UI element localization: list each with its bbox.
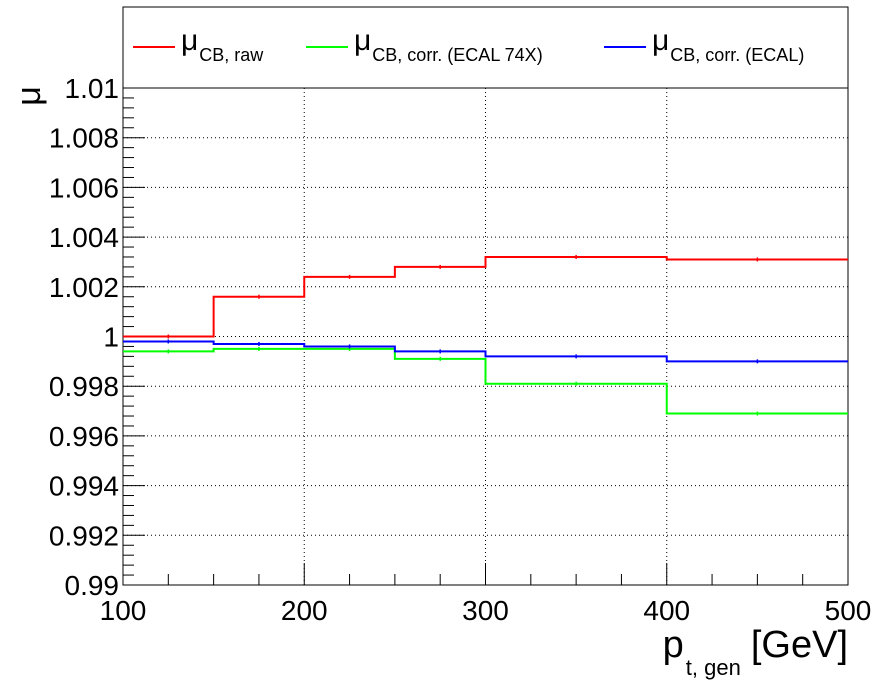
legend: μCB, raw μCB, corr. (ECAL 74X) μCB, corr. … <box>122 6 849 89</box>
y-tick-label: 1.004 <box>49 222 119 253</box>
series-line <box>123 340 848 363</box>
y-tick-label: 1.006 <box>49 172 119 203</box>
y-axis-label: μ <box>10 86 48 106</box>
legend-entry-subscript: CB, corr. (ECAL 74X) <box>372 45 542 65</box>
legend-frame <box>122 6 849 89</box>
legend-entry-subscript: CB, raw <box>199 45 264 65</box>
legend-entry-symbol: μ <box>354 24 371 57</box>
x-tick-label: 500 <box>825 595 872 626</box>
legend-entry: μCB, corr. (ECAL 74X) <box>354 24 543 65</box>
x-tick-label: 100 <box>100 595 147 626</box>
y-tick-labels: 0.99 0.992 0.994 0.996 0.998 1 1.002 1.004 1.006… <box>49 73 119 601</box>
y-tick-label: 0.998 <box>49 371 119 402</box>
x-tick-label: 200 <box>281 595 328 626</box>
x-axis-label-unit: [GeV] <box>751 624 848 666</box>
y-tick-label: 1.01 <box>65 73 120 104</box>
x-tick-labels: 100 200 300 400 500 <box>100 595 872 626</box>
x-tick-label: 300 <box>462 595 509 626</box>
legend-entry-subscript: CB, corr. (ECAL) <box>670 45 804 65</box>
y-tick-label: 0.99 <box>65 570 120 601</box>
legend-entry-symbol: μ <box>181 24 198 57</box>
series-group <box>123 254 848 416</box>
x-axis-label-main: p <box>663 624 684 666</box>
x-axis-label: pt, gen [GeV] <box>663 624 848 680</box>
grid <box>123 88 848 585</box>
x-axis-label-sub: t, gen <box>686 655 741 680</box>
series-line <box>123 255 848 338</box>
series-line <box>123 347 848 415</box>
y-tick-label: 0.996 <box>49 421 119 452</box>
y-tick-label: 1 <box>103 322 119 353</box>
y-tick-label: 1.008 <box>49 123 119 154</box>
y-tick-label: 0.992 <box>49 520 119 551</box>
y-tick-label: 0.994 <box>49 471 119 502</box>
legend-entry: μCB, corr. (ECAL) <box>652 24 804 65</box>
y-tick-label: 1.002 <box>49 272 119 303</box>
x-tick-label: 400 <box>643 595 690 626</box>
legend-entry-symbol: μ <box>652 24 669 57</box>
legend-entry: μCB, raw <box>181 24 264 65</box>
